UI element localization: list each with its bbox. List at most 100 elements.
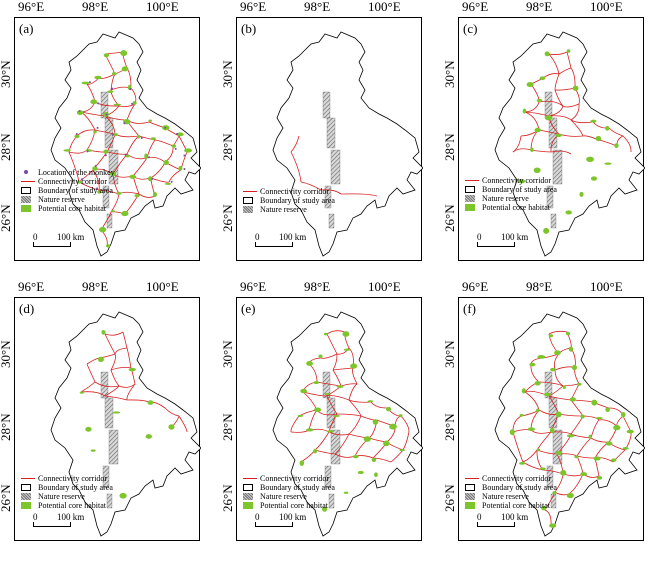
nature-reserve [322,91,331,119]
connectivity-corridor [326,395,338,415]
scale-zero: 0 [477,512,482,522]
connectivity-corridor [562,103,580,108]
connectivity-corridor [548,115,572,121]
core-habitat-patch [79,391,84,394]
core-habitat-patch [541,505,547,511]
core-habitat-patch [519,461,526,465]
core-habitat-patch [565,331,571,336]
longitude-label: 100°E [590,279,623,294]
corridor-icon [465,475,479,482]
core-habitat-icon [21,205,31,212]
nature-reserve-icon [465,493,475,500]
core-habitat-patch [113,103,122,106]
longitude-label: 100°E [146,0,179,14]
study-area-boundary [50,31,201,257]
connectivity-corridor [94,129,116,135]
panel-label: (a) [19,21,34,36]
scale-distance: 100 km [501,512,529,522]
legend-text: Potential core habitat [38,204,106,213]
longitude-label: 100°E [146,279,179,294]
core-habitat-patch [357,470,364,475]
core-habitat-patch [145,434,153,439]
scale-line [477,522,515,527]
connectivity-corridor [326,395,350,401]
panel-label: (f) [463,301,476,316]
connectivity-corridor [132,157,148,177]
connectivity-corridor [548,330,568,335]
latitude-label: 26°N [220,484,235,512]
legend-item-nature-reserve: Nature reserve [465,194,557,203]
longitude-label: 96°E [240,279,267,294]
longitude-label: 100°E [590,0,623,14]
core-habitat-patch [555,133,562,138]
core-habitat-patch [98,226,107,233]
core-habitat-patch [534,380,541,386]
core-habitat-patch [398,414,403,418]
core-habitat-patch [555,411,562,418]
map-legend: Location of the monkey Connectivity corri… [21,168,115,213]
legend-item-corridor: Connectivity corridor [21,177,115,186]
core-habitat-patch [134,194,140,198]
core-habitat-patch [152,191,157,198]
connectivity-corridor [80,391,106,397]
core-habitat-patch [109,171,117,177]
monkey-location [174,147,177,150]
connectivity-corridor [94,381,120,388]
study-area-boundary [494,311,645,537]
nature-reserve-icon [243,206,253,213]
core-habitat-patch [519,413,524,417]
core-habitat-patch [590,119,597,123]
legend-item-core-habitat: Potential core habitat [21,501,113,510]
legend-item-nature-reserve: Nature reserve [243,492,335,501]
corridor-icon [21,475,35,482]
core-habitat-patch [76,110,84,116]
monkey-location [170,180,173,183]
monkey-location [124,153,127,156]
core-habitat-patch [106,244,111,248]
legend-text: Boundary of study area [260,483,335,492]
connectivity-corridor [126,347,132,369]
monkey-location [78,110,81,113]
legend-text: Location of the monkey [38,168,115,177]
scale-line [33,242,71,247]
legend-item-corridor: Connectivity corridor [21,474,113,483]
connectivity-corridor [178,415,188,433]
connectivity-corridor [154,139,174,147]
legend-text: Boundary of study area [38,186,113,195]
core-habitat-patch [112,133,119,136]
latitude-label: 26°N [220,204,235,232]
core-habitat-patch [383,440,390,447]
legend-text: Nature reserve [260,492,307,501]
monkey-location [164,126,167,129]
core-habitat-patch [536,448,541,452]
longitude-label: 96°E [462,279,489,294]
connectivity-corridor [334,433,350,455]
nature-reserve-icon [243,493,253,500]
connectivity-corridor [538,381,564,387]
connectivity-corridor [570,103,580,121]
connectivity-corridor [348,399,362,417]
core-habitat-patch [176,132,184,137]
legend-text: Nature reserve [38,195,85,204]
nature-reserve [322,371,331,399]
core-habitat-patch [90,99,98,105]
connectivity-corridor [118,383,136,388]
connectivity-corridor [326,333,338,355]
latitude-label: 28°N [0,413,13,441]
longitude-label: 100°E [368,0,401,14]
connectivity-corridor [104,395,128,401]
legend-item-nature-reserve: Nature reserve [21,195,115,204]
core-habitat-patch [536,408,540,413]
legend-item-nature-reserve: Nature reserve [243,205,335,214]
core-habitat-patch [148,119,152,122]
core-habitat-icon [21,502,31,509]
core-habitat-patch [164,182,172,185]
core-habitat-patch [85,426,92,432]
core-habitat-patch [97,356,104,363]
panel-b: 96°E 98°E 100°E 30°N 28°N 26°N (b) Connectivity… [220,0,423,262]
core-habitat-patch [555,450,562,456]
core-habitat-patch [144,153,148,160]
latitude-label: 26°N [0,484,13,512]
connectivity-corridor [351,367,358,385]
legend-text: Nature reserve [38,492,85,501]
